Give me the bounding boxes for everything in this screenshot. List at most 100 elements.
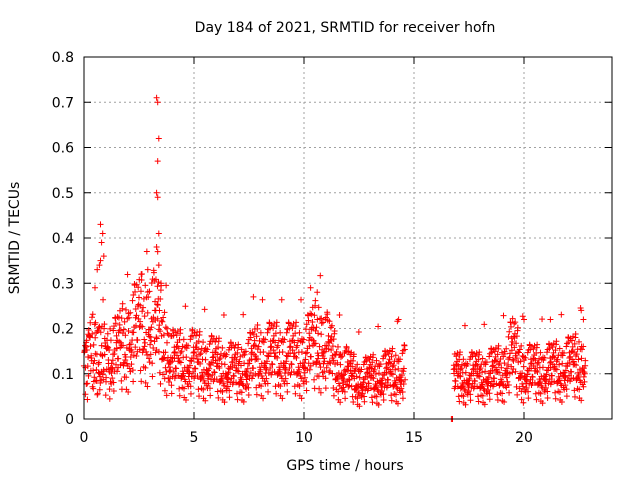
data-point — [354, 361, 361, 368]
data-point — [122, 353, 129, 360]
data-point — [127, 354, 134, 361]
data-point — [128, 349, 135, 356]
data-point — [200, 386, 207, 393]
data-point — [282, 366, 289, 373]
data-point — [142, 339, 149, 346]
data-point — [377, 361, 384, 368]
data-point — [223, 351, 230, 358]
data-point — [154, 194, 161, 201]
data-point — [349, 357, 356, 364]
data-point — [186, 378, 193, 385]
data-point — [133, 281, 140, 288]
data-point — [98, 239, 105, 246]
data-point — [501, 360, 508, 367]
data-point — [154, 301, 161, 308]
data-point — [580, 373, 587, 380]
data-point — [87, 319, 94, 326]
data-point — [138, 277, 145, 284]
data-point — [102, 392, 109, 399]
data-point — [135, 284, 142, 291]
data-point — [83, 347, 90, 354]
data-point — [137, 318, 144, 325]
data-point — [272, 353, 279, 360]
data-point — [340, 384, 347, 391]
data-point — [278, 296, 285, 303]
data-point — [392, 379, 399, 386]
data-point — [222, 370, 229, 377]
data-point — [82, 342, 89, 349]
data-point — [139, 308, 146, 315]
data-point — [152, 349, 159, 356]
data-point — [399, 350, 406, 357]
data-point — [159, 371, 166, 378]
data-point — [154, 248, 161, 255]
data-point — [265, 353, 272, 360]
data-point — [201, 306, 208, 313]
data-point — [570, 358, 577, 365]
data-point — [180, 385, 187, 392]
data-point — [110, 387, 117, 394]
data-point — [472, 353, 479, 360]
data-point — [243, 376, 250, 383]
data-point — [306, 330, 313, 337]
data-point — [353, 373, 360, 380]
data-point — [339, 353, 346, 360]
data-point — [187, 390, 194, 397]
data-point — [287, 343, 294, 350]
data-point — [552, 365, 559, 372]
data-point — [85, 372, 92, 379]
data-point — [533, 367, 540, 374]
data-point — [104, 330, 111, 337]
data-point — [83, 337, 90, 344]
data-point — [281, 336, 288, 343]
data-point — [294, 342, 301, 349]
data-point — [173, 332, 180, 339]
data-point — [235, 341, 242, 348]
data-point — [155, 230, 162, 237]
data-point — [544, 388, 551, 395]
data-point — [375, 370, 382, 377]
data-point — [509, 315, 516, 322]
data-point — [505, 381, 512, 388]
data-point — [99, 230, 106, 237]
data-point — [280, 339, 287, 346]
data-point — [358, 366, 365, 373]
data-point — [156, 322, 163, 329]
data-point — [263, 375, 270, 382]
data-point — [453, 353, 460, 360]
data-point — [501, 350, 508, 357]
data-point — [580, 383, 587, 390]
data-point — [92, 284, 98, 291]
data-point — [569, 343, 576, 350]
data-point — [204, 346, 211, 353]
data-point — [291, 339, 298, 346]
data-point — [194, 373, 201, 380]
data-point — [580, 316, 587, 323]
data-point — [162, 364, 169, 371]
data-point — [310, 360, 317, 367]
data-point — [159, 318, 166, 325]
data-point — [197, 350, 204, 357]
data-point — [520, 399, 527, 406]
data-point — [304, 349, 311, 356]
data-point — [219, 375, 226, 382]
data-point — [498, 349, 505, 356]
y-tick-label: 0.3 — [52, 276, 74, 292]
data-point — [582, 357, 589, 364]
data-point — [150, 269, 157, 276]
data-point — [135, 301, 142, 308]
data-point — [217, 355, 224, 362]
data-point — [400, 380, 407, 387]
data-point — [347, 367, 354, 374]
data-point — [581, 370, 588, 377]
data-point — [486, 353, 493, 360]
data-point — [238, 389, 245, 396]
data-point — [394, 400, 401, 407]
data-point — [130, 292, 137, 299]
data-point — [284, 388, 291, 395]
data-point — [191, 349, 198, 356]
data-point — [457, 373, 464, 380]
data-point — [202, 356, 209, 363]
data-point — [110, 379, 117, 386]
data-point — [195, 359, 202, 366]
